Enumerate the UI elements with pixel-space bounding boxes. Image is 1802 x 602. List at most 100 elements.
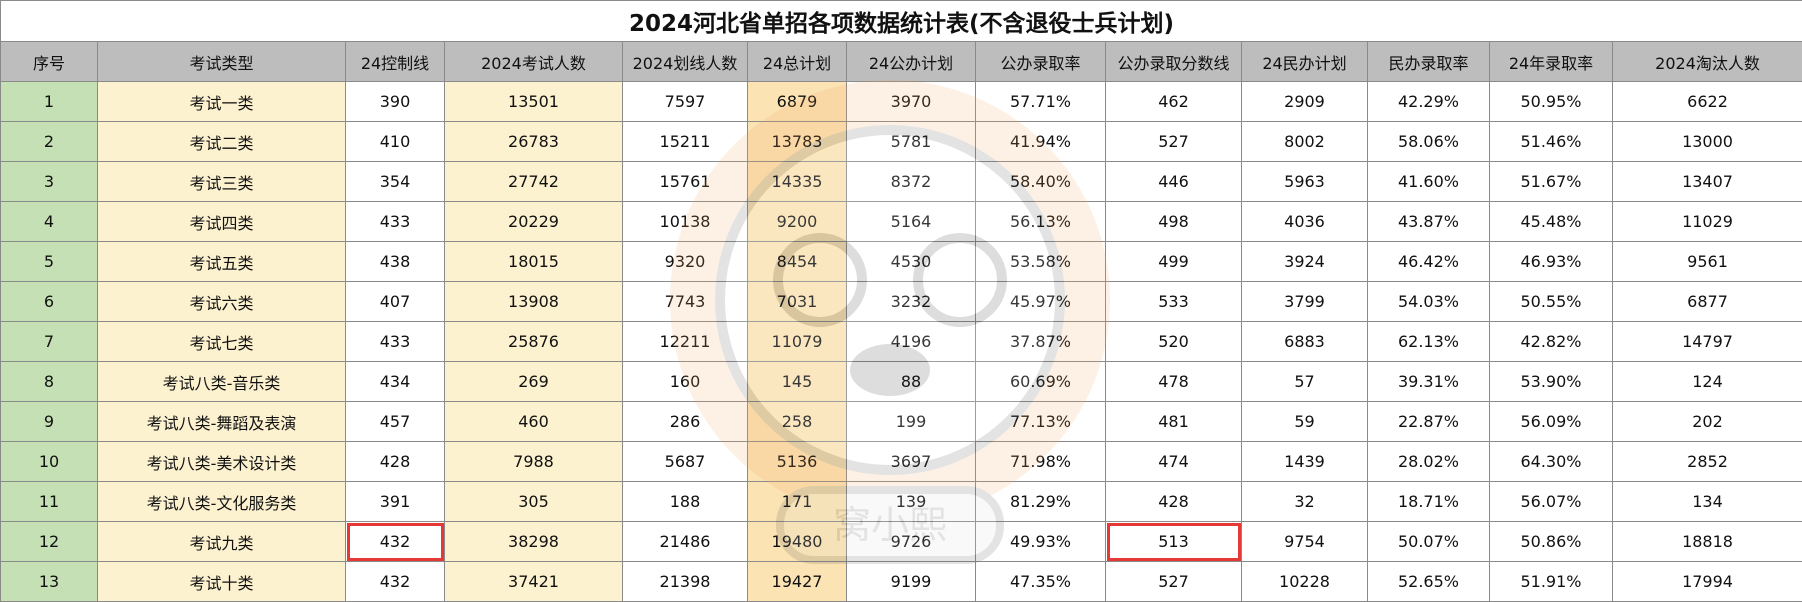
cell-control-line: 432	[345, 561, 445, 602]
cell-total-plan: 8454	[747, 241, 847, 282]
cell-total-plan: 14335	[747, 161, 847, 202]
cell-public-plan: 5164	[846, 201, 976, 242]
cell-overall-rate: 45.48%	[1489, 201, 1613, 242]
cell-exam-count: 7988	[444, 441, 623, 482]
cell-private-rate: 39.31%	[1367, 361, 1490, 402]
cell-total-plan: 258	[747, 401, 847, 442]
header-index: 序号	[0, 41, 98, 82]
cell-index: 6	[0, 281, 98, 322]
cell-private-plan: 57	[1241, 361, 1368, 402]
table-body: 1 考试一类 390 13501 7597 6879 3970 57.71% 462 2909 42…	[0, 81, 1802, 602]
table-row: 11 考试八类-文化服务类 391 305 188 171 139 81.29% 428 32 18…	[0, 481, 1802, 522]
header-overall-rate: 24年录取率	[1489, 41, 1613, 82]
cell-exam-type: 考试三类	[97, 161, 346, 202]
cell-public-cutoff: 513	[1105, 521, 1242, 562]
cell-overall-rate: 50.86%	[1489, 521, 1613, 562]
cell-overall-rate: 46.93%	[1489, 241, 1613, 282]
cell-exam-type: 考试一类	[97, 81, 346, 122]
cell-public-plan: 4530	[846, 241, 976, 282]
header-eliminated: 2024淘汰人数	[1611, 41, 1802, 82]
cell-overall-rate: 51.46%	[1489, 121, 1613, 162]
cell-eliminated: 6622	[1611, 81, 1802, 122]
cell-public-rate: 71.98%	[975, 441, 1106, 482]
cell-public-cutoff: 474	[1105, 441, 1242, 482]
cell-public-rate: 41.94%	[975, 121, 1106, 162]
cell-exam-count: 38298	[444, 521, 623, 562]
cell-exam-type: 考试八类-音乐类	[97, 361, 346, 402]
cell-public-rate: 49.93%	[975, 521, 1106, 562]
header-exam-count: 2024考试人数	[444, 41, 623, 82]
cell-private-plan: 5963	[1241, 161, 1368, 202]
cell-index: 11	[0, 481, 98, 522]
cell-exam-type: 考试七类	[97, 321, 346, 362]
cell-private-plan: 10228	[1241, 561, 1368, 602]
cell-public-plan: 199	[846, 401, 976, 442]
cell-public-plan: 3232	[846, 281, 976, 322]
cell-eliminated: 134	[1611, 481, 1802, 522]
cell-eliminated: 17994	[1611, 561, 1802, 602]
cell-control-line: 432	[345, 521, 445, 562]
cell-total-plan: 11079	[747, 321, 847, 362]
cell-public-rate: 45.97%	[975, 281, 1106, 322]
cell-passing-count: 5687	[622, 441, 748, 482]
cell-passing-count: 9320	[622, 241, 748, 282]
cell-exam-count: 18015	[444, 241, 623, 282]
cell-control-line: 391	[345, 481, 445, 522]
header-total-plan: 24总计划	[747, 41, 847, 82]
cell-control-line: 428	[345, 441, 445, 482]
cell-overall-rate: 64.30%	[1489, 441, 1613, 482]
cell-eliminated: 14797	[1611, 321, 1802, 362]
cell-public-plan: 5781	[846, 121, 976, 162]
cell-public-cutoff: 527	[1105, 121, 1242, 162]
cell-public-plan: 8372	[846, 161, 976, 202]
cell-passing-count: 286	[622, 401, 748, 442]
cell-private-rate: 58.06%	[1367, 121, 1490, 162]
header-passing-count: 2024划线人数	[622, 41, 748, 82]
cell-eliminated: 18818	[1611, 521, 1802, 562]
cell-public-rate: 57.71%	[975, 81, 1106, 122]
cell-eliminated: 6877	[1611, 281, 1802, 322]
cell-control-line: 390	[345, 81, 445, 122]
cell-public-plan: 88	[846, 361, 976, 402]
cell-exam-type: 考试六类	[97, 281, 346, 322]
header-private-rate: 民办录取率	[1367, 41, 1490, 82]
cell-eliminated: 2852	[1611, 441, 1802, 482]
cell-eliminated: 202	[1611, 401, 1802, 442]
cell-public-plan: 9726	[846, 521, 976, 562]
cell-exam-count: 305	[444, 481, 623, 522]
cell-public-cutoff: 481	[1105, 401, 1242, 442]
header-public-cutoff: 公办录取分数线	[1105, 41, 1242, 82]
cell-public-cutoff: 498	[1105, 201, 1242, 242]
cell-exam-type: 考试九类	[97, 521, 346, 562]
cell-index: 10	[0, 441, 98, 482]
cell-public-cutoff: 478	[1105, 361, 1242, 402]
cell-control-line: 433	[345, 321, 445, 362]
cell-exam-count: 13501	[444, 81, 623, 122]
cell-overall-rate: 56.07%	[1489, 481, 1613, 522]
cell-public-rate: 58.40%	[975, 161, 1106, 202]
cell-public-rate: 81.29%	[975, 481, 1106, 522]
cell-overall-rate: 50.55%	[1489, 281, 1613, 322]
header-control-line: 24控制线	[345, 41, 445, 82]
cell-exam-type: 考试八类-文化服务类	[97, 481, 346, 522]
cell-passing-count: 15211	[622, 121, 748, 162]
cell-index: 12	[0, 521, 98, 562]
cell-control-line: 354	[345, 161, 445, 202]
cell-control-line: 457	[345, 401, 445, 442]
cell-control-line: 438	[345, 241, 445, 282]
cell-exam-type: 考试八类-舞蹈及表演	[97, 401, 346, 442]
cell-private-plan: 6883	[1241, 321, 1368, 362]
cell-exam-count: 25876	[444, 321, 623, 362]
cell-control-line: 434	[345, 361, 445, 402]
cell-total-plan: 6879	[747, 81, 847, 122]
cell-public-plan: 9199	[846, 561, 976, 602]
cell-passing-count: 188	[622, 481, 748, 522]
cell-exam-count: 13908	[444, 281, 623, 322]
header-private-plan: 24民办计划	[1241, 41, 1368, 82]
cell-exam-type: 考试十类	[97, 561, 346, 602]
cell-exam-count: 27742	[444, 161, 623, 202]
cell-private-rate: 62.13%	[1367, 321, 1490, 362]
cell-public-cutoff: 446	[1105, 161, 1242, 202]
cell-private-plan: 9754	[1241, 521, 1368, 562]
cell-public-rate: 37.87%	[975, 321, 1106, 362]
